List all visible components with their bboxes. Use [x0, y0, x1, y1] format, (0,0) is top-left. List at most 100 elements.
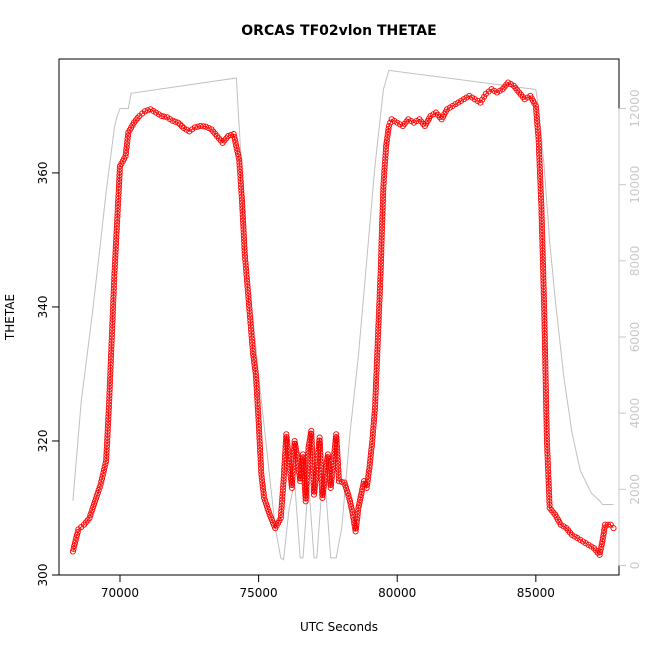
thetae-point	[254, 397, 261, 404]
thetae-point	[543, 411, 550, 418]
thetae-point	[378, 240, 385, 247]
thetae-point	[244, 286, 251, 293]
thetae-point	[104, 428, 111, 435]
thetae-point	[533, 105, 540, 113]
thetae-point	[342, 482, 349, 489]
thetae-point	[369, 434, 376, 441]
thetae-point	[124, 138, 131, 145]
thetae-point	[534, 124, 541, 131]
thetae-point	[99, 472, 106, 479]
thetae-point	[325, 460, 332, 467]
thetae-point	[257, 447, 264, 454]
thetae-point	[105, 404, 112, 411]
thetae-point	[233, 142, 240, 149]
thetae-point	[333, 440, 340, 447]
thetae-point	[124, 135, 131, 142]
thetae-point	[538, 203, 545, 210]
thetae-point	[540, 292, 547, 299]
thetae-point	[289, 476, 296, 483]
thetae-point	[379, 222, 386, 229]
thetae-point	[278, 505, 285, 512]
thetae-point	[249, 341, 256, 348]
thetae-point	[327, 481, 335, 488]
thetae-point	[116, 172, 123, 179]
thetae-point	[536, 151, 543, 158]
thetae-point	[537, 194, 545, 201]
thetae-point	[367, 449, 375, 456]
thetae-point	[283, 431, 290, 438]
thetae-point	[259, 483, 266, 490]
thetae-point	[545, 480, 552, 487]
thetae-point	[262, 497, 269, 504]
thetae-point	[247, 326, 255, 333]
thetae-point	[538, 221, 545, 228]
thetae-point	[538, 227, 546, 234]
thetae-point	[372, 398, 379, 405]
thetae-point	[537, 182, 544, 189]
thetae-point	[379, 213, 386, 220]
thetae-point	[255, 409, 262, 416]
thetae-point	[541, 342, 548, 349]
thetae-point	[538, 200, 545, 207]
thetae-point	[539, 247, 546, 254]
thetae-point	[380, 183, 387, 190]
thetae-point	[288, 484, 295, 491]
thetae-point	[311, 485, 318, 492]
thetae-point	[104, 440, 111, 447]
thetae-point	[333, 437, 340, 444]
thetae-point	[355, 507, 362, 514]
thetae-point	[367, 458, 374, 465]
thetae-point	[260, 486, 267, 493]
thetae-point	[250, 350, 257, 357]
thetae-point	[256, 435, 263, 442]
thetae-point	[599, 535, 606, 542]
thetae-point	[106, 395, 113, 402]
thetae-point	[238, 193, 245, 200]
thetae-point	[232, 139, 239, 146]
thetae-point	[252, 370, 259, 378]
thetae-point	[144, 107, 151, 114]
thetae-point	[372, 392, 379, 399]
thetae-point	[541, 324, 548, 331]
y2-tick-label: 10000	[628, 166, 642, 204]
thetae-point	[540, 289, 547, 296]
thetae-point	[105, 410, 112, 417]
thetae-point	[373, 358, 380, 365]
thetae-point	[284, 443, 291, 450]
thetae-point	[256, 441, 263, 448]
thetae-point	[293, 451, 301, 458]
thetae-point	[122, 150, 129, 157]
thetae-point	[253, 391, 261, 398]
thetae-point	[376, 303, 383, 310]
thetae-point	[377, 264, 384, 271]
thetae-point	[308, 433, 315, 441]
thetae-point	[335, 472, 342, 479]
altitude-series	[72, 69, 614, 561]
thetae-point	[364, 476, 371, 483]
thetae-point	[309, 446, 316, 453]
thetae-point	[303, 477, 310, 484]
thetae-point	[308, 443, 315, 450]
thetae-point	[317, 446, 324, 453]
thetae-point	[257, 462, 264, 469]
thetae-point	[316, 440, 323, 447]
thetae-point	[227, 132, 234, 139]
y-tick-label: 320	[36, 430, 50, 453]
thetae-point	[378, 255, 385, 262]
thetae-point	[373, 364, 380, 371]
thetae-point	[543, 437, 550, 445]
thetae-point	[535, 139, 542, 146]
thetae-point	[538, 224, 545, 231]
thetae-point	[305, 447, 312, 454]
thetae-point	[70, 545, 77, 552]
thetae-point	[280, 472, 287, 479]
thetae-point	[544, 450, 551, 457]
thetae-point	[545, 483, 552, 490]
thetae-point	[240, 220, 247, 227]
thetae-point	[382, 152, 389, 159]
thetae-point	[178, 123, 185, 130]
thetae-point	[172, 118, 179, 125]
thetae-point	[239, 205, 246, 212]
thetae-point	[108, 334, 115, 341]
thetae-point	[542, 357, 549, 364]
